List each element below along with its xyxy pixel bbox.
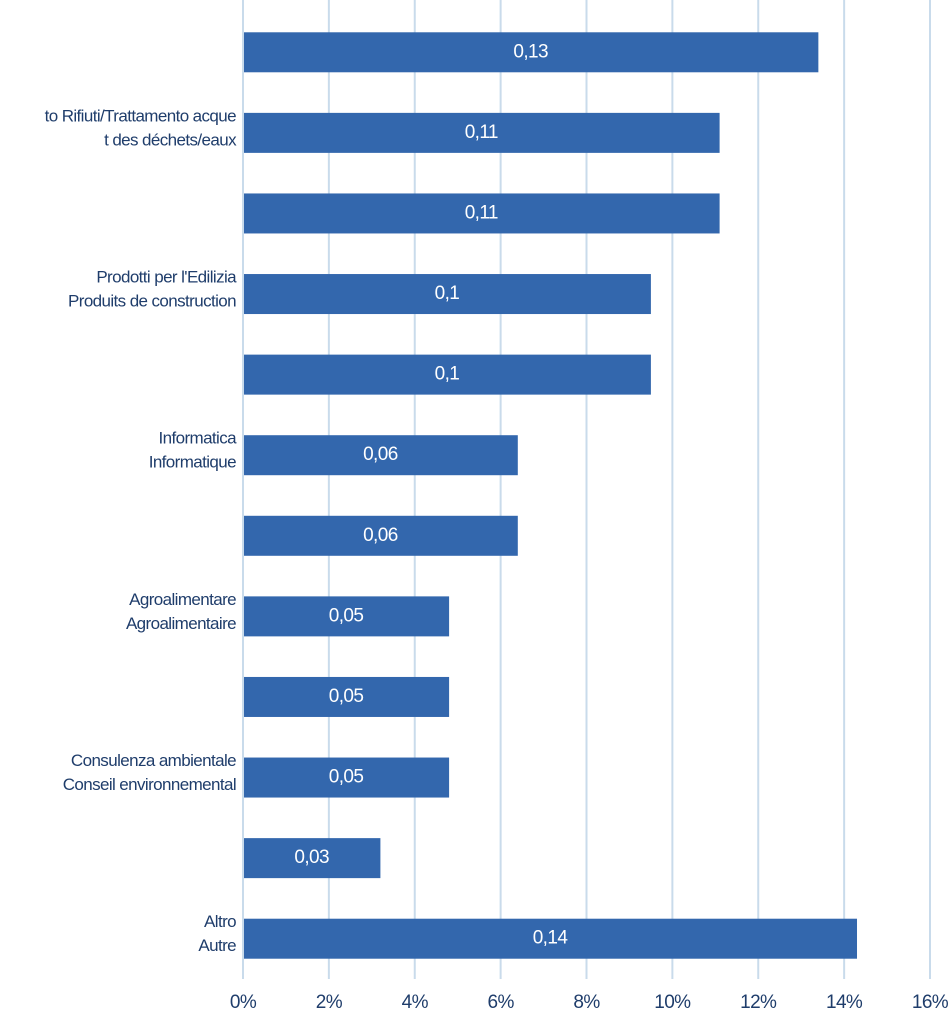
bar xyxy=(243,838,381,879)
x-tick-label: 10% xyxy=(654,992,691,1013)
y-tick-label: Informatica xyxy=(159,429,238,448)
bar xyxy=(243,274,651,315)
y-tick-label: Altro xyxy=(204,912,236,931)
x-tick-label: 6% xyxy=(487,992,514,1013)
y-tick-label: t des déchets/eaux xyxy=(104,130,237,149)
value-label: 0,11 xyxy=(465,122,498,143)
value-label: 0,05 xyxy=(329,686,364,707)
y-tick-label: Consulenza ambientale xyxy=(71,751,236,770)
value-label: 0,03 xyxy=(294,847,329,868)
bar xyxy=(243,596,450,637)
y-tick-label: Prodotti per l'Edilizia xyxy=(96,268,237,287)
value-label: 0,06 xyxy=(363,444,398,465)
y-tick-label: Conseil environnemental xyxy=(63,775,236,794)
value-label: 0,05 xyxy=(329,767,364,788)
bar xyxy=(243,515,518,556)
x-tick-label: 12% xyxy=(740,992,777,1013)
bar xyxy=(243,354,651,395)
bar xyxy=(243,112,720,153)
x-tick-label: 16% xyxy=(912,992,948,1013)
bar xyxy=(243,676,450,717)
x-tick-label: 14% xyxy=(826,992,863,1013)
y-tick-label: Agroalimentare xyxy=(129,590,236,609)
value-label: 0,14 xyxy=(533,928,569,949)
x-tick-label: 4% xyxy=(402,992,429,1013)
y-tick-label: Informatique xyxy=(149,453,236,472)
y-tick-label: to Rifiuti/Trattamento acque xyxy=(45,106,237,125)
value-label: 0,13 xyxy=(513,41,548,62)
x-tick-label: 8% xyxy=(573,992,600,1013)
value-label: 0,05 xyxy=(329,605,364,626)
x-tick-label: 0% xyxy=(230,992,257,1013)
bar xyxy=(243,435,518,476)
bar xyxy=(243,918,858,959)
bar xyxy=(243,757,450,798)
value-label: 0,1 xyxy=(435,283,460,304)
bar xyxy=(243,32,819,73)
x-tick-label: 2% xyxy=(316,992,343,1013)
value-label: 0,06 xyxy=(363,525,398,546)
y-tick-label: Agroalimentaire xyxy=(126,614,236,633)
y-tick-label: Produits de construction xyxy=(68,292,236,311)
y-tick-label: Autre xyxy=(198,936,236,955)
bar xyxy=(243,193,720,234)
value-label: 0,1 xyxy=(435,364,460,385)
value-label: 0,11 xyxy=(465,202,498,223)
